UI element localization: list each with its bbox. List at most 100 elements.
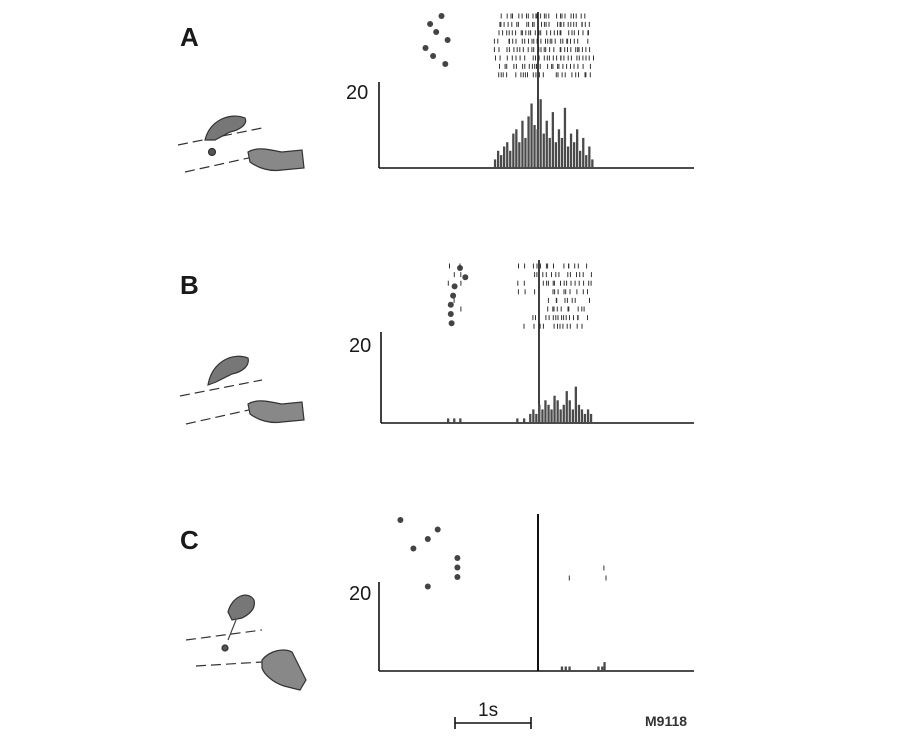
- task-event-dot: [454, 555, 461, 561]
- task-event-dot: [430, 53, 437, 59]
- histogram-bar: [509, 150, 512, 168]
- histogram-bar: [503, 146, 506, 168]
- histogram-bar: [574, 386, 577, 423]
- task-event-dot: [433, 29, 440, 35]
- histogram-bar: [516, 418, 519, 423]
- panel-label-a: A: [180, 22, 199, 52]
- histogram-bar: [512, 133, 515, 168]
- raster-a: [493, 13, 594, 78]
- histogram-bar: [538, 404, 541, 423]
- histogram-bar: [577, 404, 581, 423]
- histogram-bar: [523, 418, 526, 423]
- histogram-bar: [583, 413, 587, 423]
- task-event-dot: [451, 283, 458, 290]
- histogram-bar: [521, 120, 524, 168]
- task-event-dot: [397, 517, 404, 523]
- histogram-bar: [548, 137, 551, 168]
- histogram-bar: [547, 404, 550, 423]
- task-event-dot: [424, 583, 431, 590]
- task-event-dot: [448, 320, 455, 327]
- task-event-dot: [444, 37, 451, 43]
- histogram-bar: [565, 391, 568, 423]
- scale-bar: [454, 717, 532, 729]
- histogram-bar: [568, 666, 571, 671]
- histogram-bar: [591, 159, 594, 168]
- histogram-bar: [545, 120, 548, 168]
- histogram-c-bars: [560, 662, 606, 671]
- histogram-bar: [533, 125, 536, 168]
- histogram-bar: [530, 103, 533, 168]
- histogram-bar: [535, 413, 538, 423]
- histogram-bar: [515, 129, 518, 168]
- task-event-dot: [424, 536, 431, 542]
- raster-c: [568, 565, 607, 581]
- histogram-bar: [541, 409, 544, 423]
- histogram-bar: [532, 409, 535, 423]
- task-event-dot: [427, 21, 434, 27]
- histogram-bar: [580, 409, 584, 423]
- histogram-bar: [544, 400, 547, 424]
- task-event-dot: [442, 61, 449, 67]
- histogram-b-bars: [447, 386, 593, 424]
- histogram-bar: [586, 409, 590, 423]
- task-event-dot: [410, 545, 417, 552]
- histogram-bar: [562, 404, 565, 423]
- task-event-dot: [422, 45, 429, 51]
- hand-drawing-b: [179, 355, 305, 425]
- histogram-a-bars: [493, 99, 594, 168]
- task-event-dot: [447, 311, 454, 317]
- panel-label-c: C: [180, 525, 199, 555]
- histogram-bar: [588, 146, 591, 168]
- histogram-bar: [585, 155, 588, 168]
- histogram-bar: [506, 142, 509, 168]
- histogram-bar: [551, 112, 554, 168]
- histogram-bar: [557, 129, 561, 168]
- histogram-bar: [493, 159, 497, 168]
- task-event-dot: [438, 13, 445, 19]
- histogram-bar: [589, 413, 593, 423]
- task-event-dot: [462, 274, 469, 281]
- histogram-b-scale-label: 20: [349, 335, 372, 357]
- histogram-c-axes: [378, 582, 694, 672]
- histogram-bar: [536, 129, 539, 168]
- histogram-bar: [497, 150, 500, 168]
- histogram-bar: [554, 142, 557, 168]
- histogram-bar: [576, 129, 579, 168]
- histogram-bar: [560, 666, 564, 671]
- histogram-bar: [566, 146, 570, 168]
- raster-b: [447, 263, 592, 329]
- histogram-bar: [527, 116, 530, 168]
- task-event-markers-c: [397, 517, 461, 590]
- histogram-bar: [459, 418, 462, 423]
- histogram-bar: [539, 99, 542, 168]
- figure-id: M9118: [645, 713, 688, 729]
- histogram-bar: [597, 666, 600, 671]
- task-event-dot: [447, 301, 454, 308]
- histogram-bar: [573, 142, 576, 168]
- task-event-dot: [454, 564, 461, 571]
- histogram-bar: [524, 137, 527, 168]
- histogram-bar: [560, 137, 564, 168]
- scale-bar-label: 1s: [478, 700, 499, 721]
- histogram-bar: [453, 418, 456, 423]
- histogram-a-scale-label: 20: [346, 82, 369, 104]
- histogram-bar: [542, 133, 545, 168]
- histogram-bar: [603, 662, 606, 671]
- histogram-bar: [556, 400, 559, 424]
- hand-drawing-c: [185, 594, 307, 691]
- histogram-bar: [569, 133, 573, 168]
- histogram-bar: [500, 155, 503, 168]
- histogram-bar: [559, 409, 562, 423]
- histogram-bar: [582, 137, 585, 168]
- histogram-b-axes: [380, 332, 694, 424]
- panel-label-b: B: [180, 270, 199, 300]
- hand-drawing-a: [177, 115, 305, 173]
- histogram-bar: [518, 142, 521, 168]
- histogram-bar: [553, 395, 556, 423]
- histogram-bar: [550, 409, 553, 423]
- task-event-dot: [450, 292, 457, 299]
- histogram-bar: [563, 107, 567, 168]
- task-event-markers-b: [447, 265, 469, 327]
- histogram-bar: [579, 150, 582, 168]
